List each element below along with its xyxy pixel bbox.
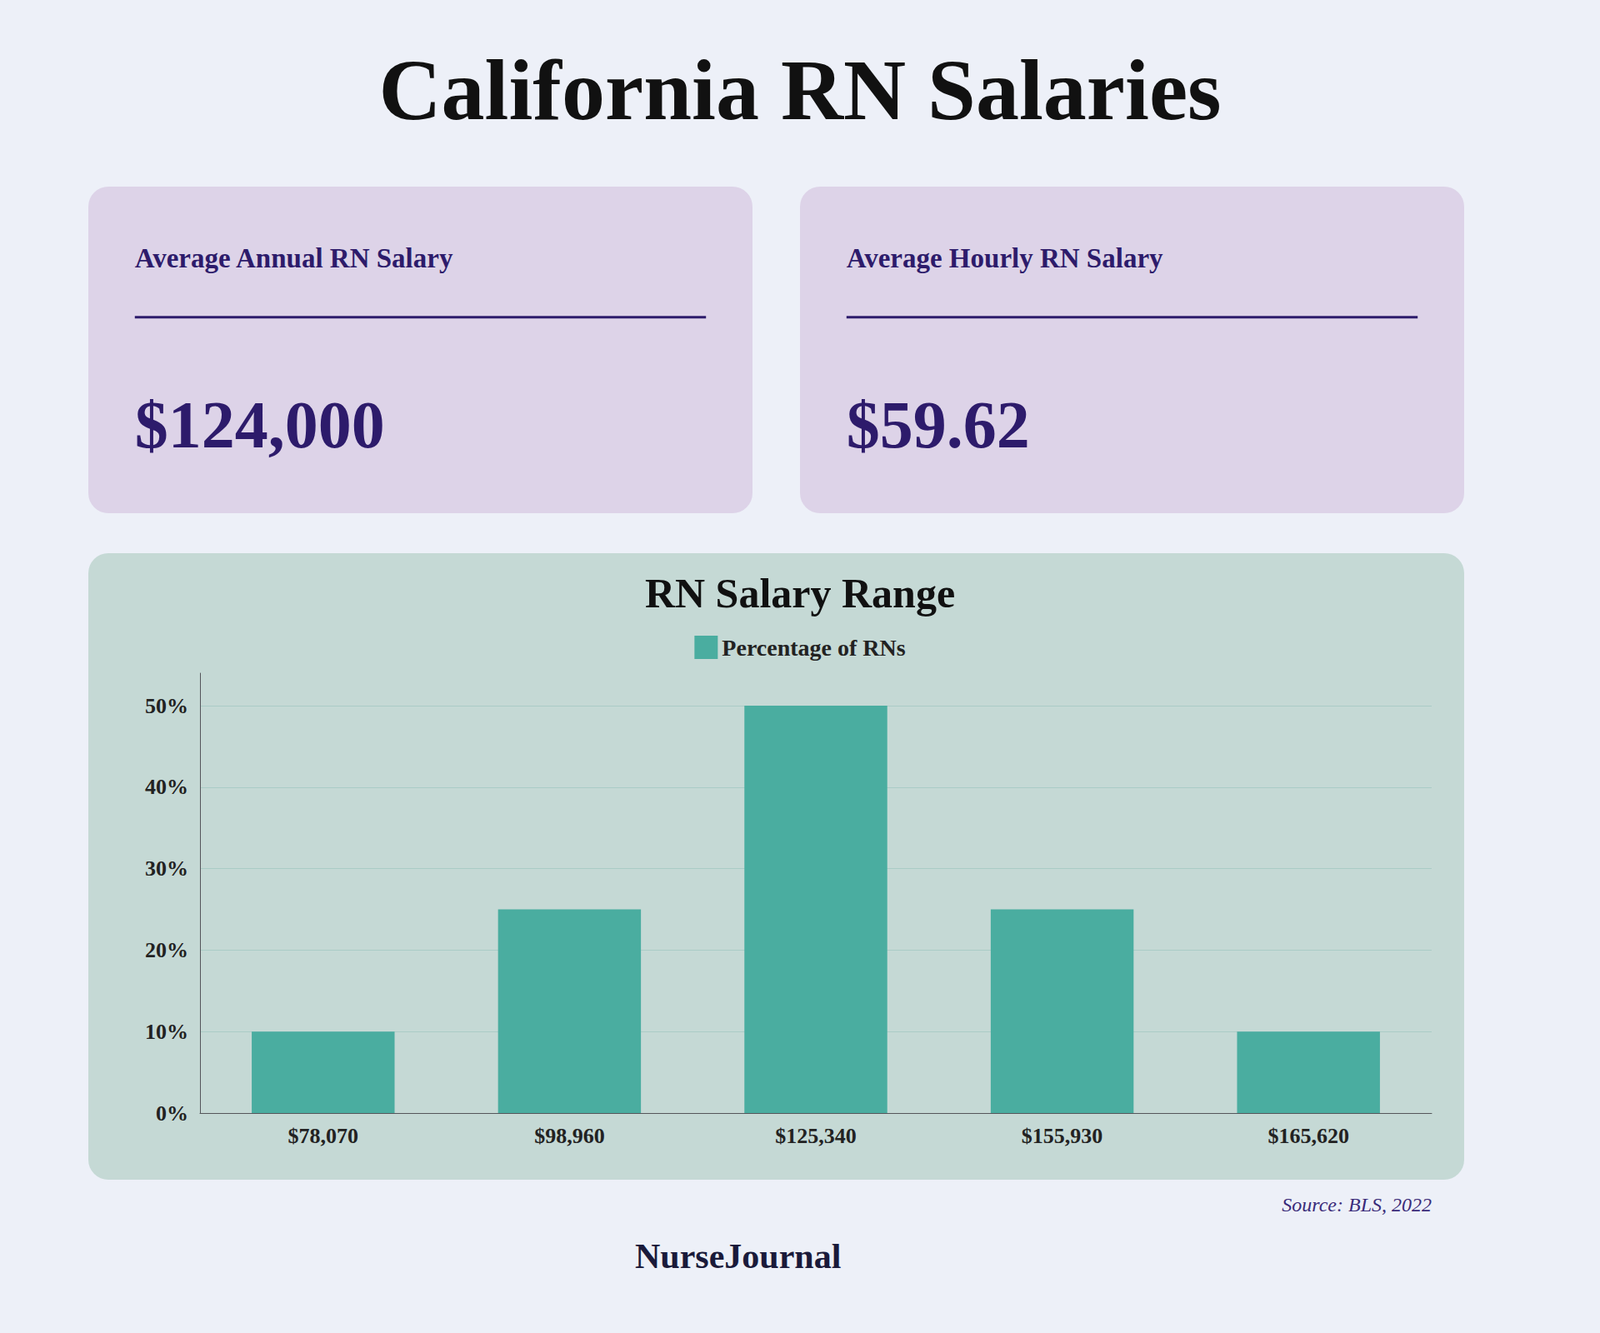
- svg-text:RN Salary Range: RN Salary Range: [645, 570, 955, 617]
- svg-text:0%: 0%: [155, 1101, 189, 1126]
- svg-text:$59.62: $59.62: [846, 388, 1030, 462]
- svg-text:NurseJournal: NurseJournal: [635, 1237, 841, 1276]
- svg-text:40%: 40%: [145, 775, 189, 800]
- svg-text:20%: 20%: [145, 938, 189, 963]
- svg-text:Percentage of RNs: Percentage of RNs: [721, 635, 905, 661]
- svg-text:$165,620: $165,620: [1267, 1124, 1350, 1149]
- svg-text:30%: 30%: [145, 856, 189, 881]
- svg-text:Average Hourly RN Salary: Average Hourly RN Salary: [846, 243, 1164, 274]
- svg-text:$155,930: $155,930: [1021, 1124, 1104, 1149]
- svg-text:10%: 10%: [145, 1020, 189, 1045]
- svg-text:$125,340: $125,340: [775, 1124, 857, 1149]
- svg-text:50%: 50%: [145, 694, 189, 719]
- svg-text:$98,960: $98,960: [534, 1124, 605, 1149]
- svg-text:Average Annual RN Salary: Average Annual RN Salary: [135, 243, 454, 274]
- svg-text:$124,000: $124,000: [135, 388, 385, 462]
- svg-text:California RN Salaries: California RN Salaries: [378, 41, 1221, 138]
- svg-text:$78,070: $78,070: [288, 1124, 360, 1149]
- svg-text:Source: BLS, 2022: Source: BLS, 2022: [1281, 1194, 1432, 1216]
